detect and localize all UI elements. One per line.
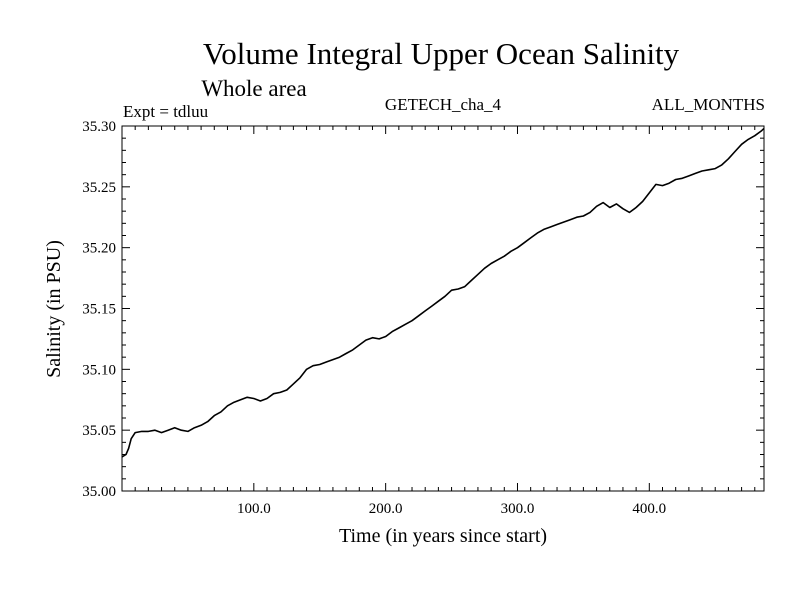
x-tick-label: 200.0 — [369, 501, 403, 517]
y-tick-label: 35.25 — [82, 180, 116, 196]
x-tick-label: 400.0 — [632, 501, 666, 517]
y-tick-label: 35.10 — [82, 362, 116, 378]
run-label: GETECH_cha_4 — [385, 95, 502, 114]
chart-subtitle: Whole area — [201, 76, 306, 101]
y-tick-label: 35.20 — [82, 241, 116, 257]
x-tick-label: 100.0 — [237, 501, 271, 517]
x-axis-label: Time (in years since start) — [339, 525, 547, 547]
chart-title: Volume Integral Upper Ocean Salinity — [203, 36, 680, 71]
y-tick-label: 35.05 — [82, 423, 116, 439]
y-tick-label: 35.15 — [82, 302, 116, 318]
salinity-series-line — [121, 127, 765, 458]
y-tick-label: 35.00 — [82, 484, 116, 500]
plot-frame — [121, 125, 765, 492]
x-tick-label: 300.0 — [501, 501, 535, 517]
months-label: ALL_MONTHS — [652, 95, 765, 114]
experiment-label: Expt = tdluu — [123, 102, 209, 121]
y-axis-label: Salinity (in PSU) — [43, 240, 65, 378]
y-tick-label: 35.30 — [82, 119, 116, 135]
axes: 100.0 200.0 300.0 400.0 35.00 35.05 35.10 35.15… — [82, 119, 764, 517]
